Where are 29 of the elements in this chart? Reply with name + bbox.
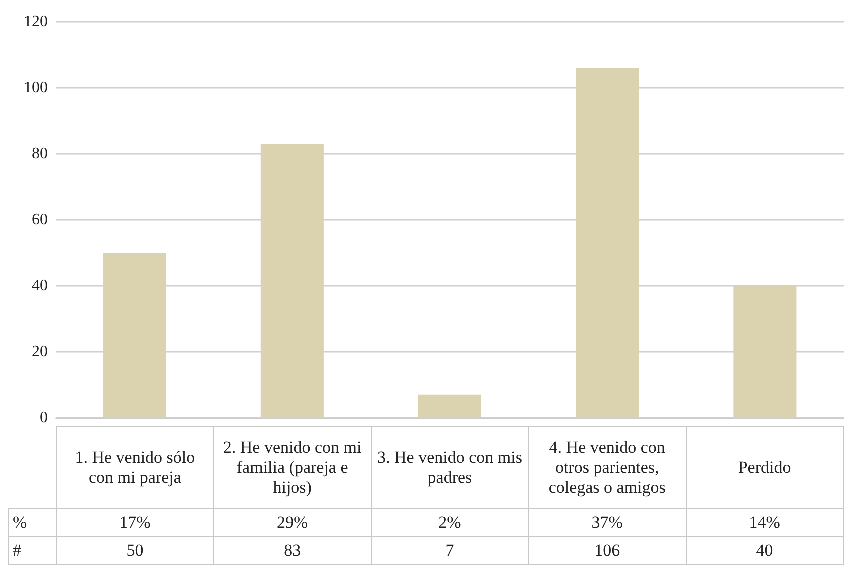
x-tick-label: Perdido [686, 426, 844, 508]
data-label: 40 [686, 536, 844, 564]
x-tick-label: 2. He venido con mi familia (pareja e hijos) [214, 426, 372, 508]
y-tick-label: 120 [24, 14, 48, 30]
text: 2% [371, 508, 529, 536]
y-tick-label: 100 [24, 80, 48, 96]
y-tick-label: 0 [40, 410, 48, 426]
data-label: 50 [56, 536, 214, 564]
data-label: 106 [528, 536, 686, 564]
y-tick-label: 40 [32, 278, 48, 294]
y-tick-label: 20 [32, 344, 48, 360]
text: % [8, 508, 56, 536]
text: 37% [528, 508, 686, 536]
y-tick-label: 80 [32, 146, 48, 162]
data-label: 7 [371, 536, 529, 564]
x-tick-label: 3. He venido con mis padres [371, 426, 529, 508]
bar [260, 144, 324, 418]
bar [418, 394, 482, 418]
bar [576, 68, 640, 418]
text: 17% [56, 508, 214, 536]
x-tick-label: 4. He venido con otros parientes, colegas o amigos [528, 426, 686, 508]
bar [734, 286, 797, 418]
y-tick-label: 60 [32, 212, 48, 228]
text: 29% [214, 508, 372, 536]
data-label: 83 [214, 536, 372, 564]
text: # [8, 536, 56, 564]
bar [103, 253, 166, 418]
text: 14% [686, 508, 844, 536]
x-tick-label: 1. He venido sólo con mi pareja [56, 426, 214, 508]
